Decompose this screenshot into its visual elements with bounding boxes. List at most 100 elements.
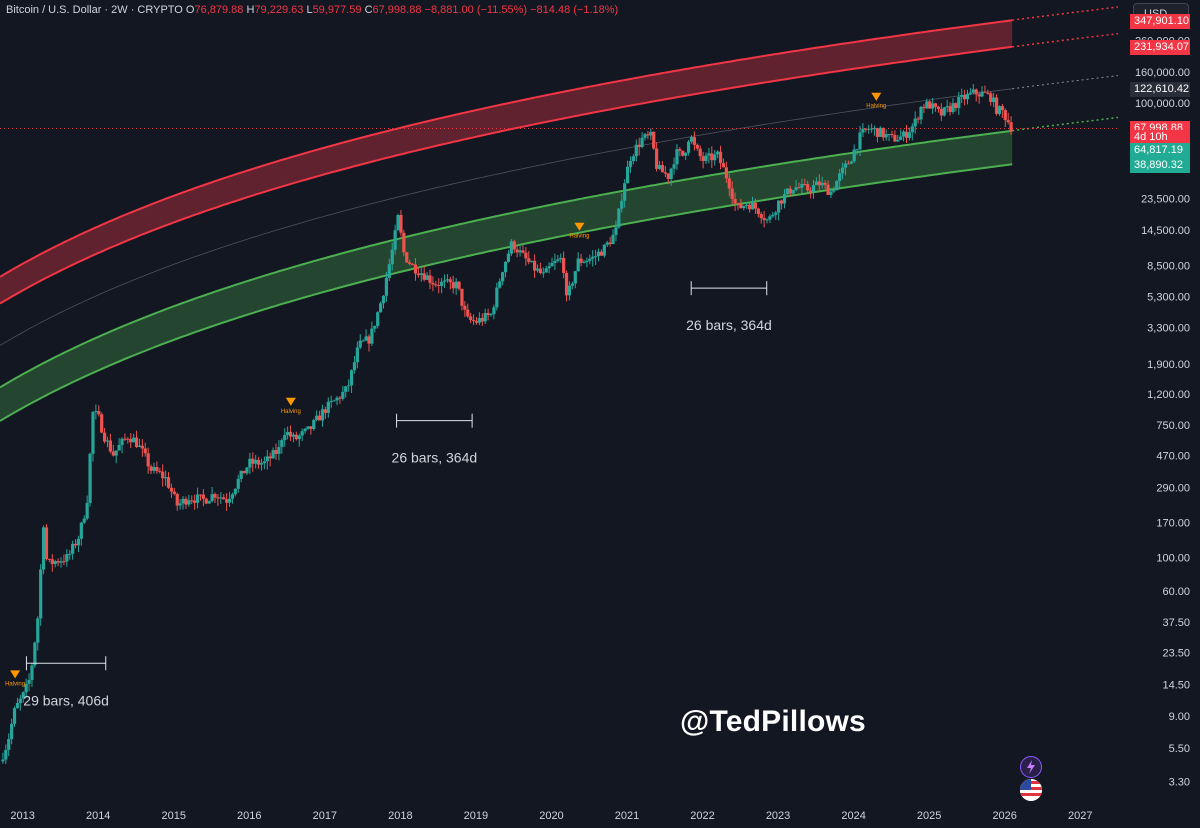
candle-body <box>384 277 389 296</box>
candle-body <box>442 280 447 282</box>
candle-body <box>971 89 975 93</box>
candle-body <box>370 328 374 344</box>
candle-body <box>132 437 136 443</box>
candle-body <box>347 385 351 387</box>
candle-body <box>689 137 694 142</box>
candle-body <box>582 262 586 264</box>
x-tick-label: 2027 <box>1068 810 1092 822</box>
candle-body <box>977 94 981 97</box>
candle-body <box>686 141 691 153</box>
candle-body <box>277 447 281 454</box>
candle-body <box>164 477 168 479</box>
candle-body <box>59 561 63 563</box>
open-label: O <box>185 4 195 16</box>
price-badge: 122,610.42 <box>1130 82 1190 98</box>
candle-body <box>753 202 758 209</box>
candle-body <box>259 463 264 465</box>
candle-body <box>361 340 365 342</box>
candle-body <box>408 262 412 264</box>
y-tick-label: 23,500.00 <box>1141 193 1190 205</box>
candle-body <box>756 208 760 214</box>
candle-body <box>483 313 487 322</box>
candle-body <box>695 144 699 149</box>
candle-body <box>33 642 37 666</box>
candle-body <box>213 494 217 498</box>
candle-body <box>983 91 987 93</box>
candle-body <box>355 347 359 363</box>
candle-body <box>335 397 339 401</box>
candle-body <box>521 250 525 253</box>
candle-body <box>759 213 763 219</box>
candle-body <box>992 97 996 103</box>
candle-body <box>506 253 511 262</box>
candle-body <box>681 150 685 156</box>
candle-body <box>864 128 868 130</box>
candle-body <box>480 318 484 322</box>
candle-body <box>596 251 601 257</box>
candle-body <box>547 266 551 269</box>
candle-body <box>794 187 798 191</box>
candle-body <box>954 103 958 109</box>
candle-body <box>379 303 383 313</box>
candle-body <box>919 106 923 120</box>
candle-body <box>190 500 194 502</box>
lightning-icon[interactable] <box>1020 756 1042 778</box>
y-tick-label: 160,000.00 <box>1135 67 1190 79</box>
candle-body <box>419 273 423 276</box>
candle-body <box>774 212 778 215</box>
candle-body <box>204 498 208 504</box>
candle-body <box>573 271 577 284</box>
candle-body <box>925 101 929 109</box>
candle-body <box>390 249 394 265</box>
candle-body <box>907 132 911 138</box>
candle-body <box>541 272 545 274</box>
candle-body <box>422 273 426 280</box>
candle-body <box>936 106 941 109</box>
halving-label: Halving <box>5 681 25 687</box>
candle-body <box>890 134 894 136</box>
candle-body <box>713 154 717 161</box>
measurement-label: 29 bars, 406d <box>23 692 109 708</box>
candle-body <box>957 96 961 109</box>
candle-body <box>809 190 813 192</box>
candle-body <box>861 128 865 133</box>
candle-body <box>698 148 702 157</box>
halving-marker-icon <box>574 222 585 231</box>
candle-body <box>942 107 946 116</box>
candle-body <box>948 106 952 112</box>
candle-body <box>134 437 139 448</box>
candle-body <box>320 409 325 421</box>
candle-body <box>309 426 313 429</box>
candle-body <box>338 397 342 399</box>
us-flag-icon[interactable] <box>1020 779 1042 801</box>
candle-body <box>997 106 1002 114</box>
x-tick-label: 2024 <box>841 810 865 822</box>
candle-body <box>608 242 612 245</box>
halving-label: Halving <box>569 234 589 240</box>
candle-body <box>431 282 435 285</box>
candle-body <box>100 414 104 433</box>
low-value: 59,977.59 <box>312 4 362 16</box>
red-projection-lower <box>1012 32 1119 48</box>
candle-body <box>562 257 566 273</box>
high-label: H <box>246 4 255 16</box>
candle-body <box>649 131 653 136</box>
symbol-title[interactable]: Bitcoin / U.S. Dollar · 2W · CRYPTO <box>6 4 183 16</box>
candle-body <box>899 136 903 140</box>
candle-body <box>300 431 304 436</box>
candle-body <box>762 218 766 221</box>
candle-body <box>1000 106 1004 111</box>
candle-body <box>617 208 621 228</box>
candle-body <box>887 134 891 136</box>
candle-body <box>82 518 86 523</box>
candle-body <box>933 103 938 107</box>
candle-body <box>736 203 740 205</box>
candle-body <box>254 459 258 464</box>
candle-body <box>803 183 807 185</box>
candle-body <box>239 470 243 479</box>
candle-body <box>323 409 328 413</box>
candle-body <box>872 128 877 130</box>
candle-body <box>291 434 296 437</box>
